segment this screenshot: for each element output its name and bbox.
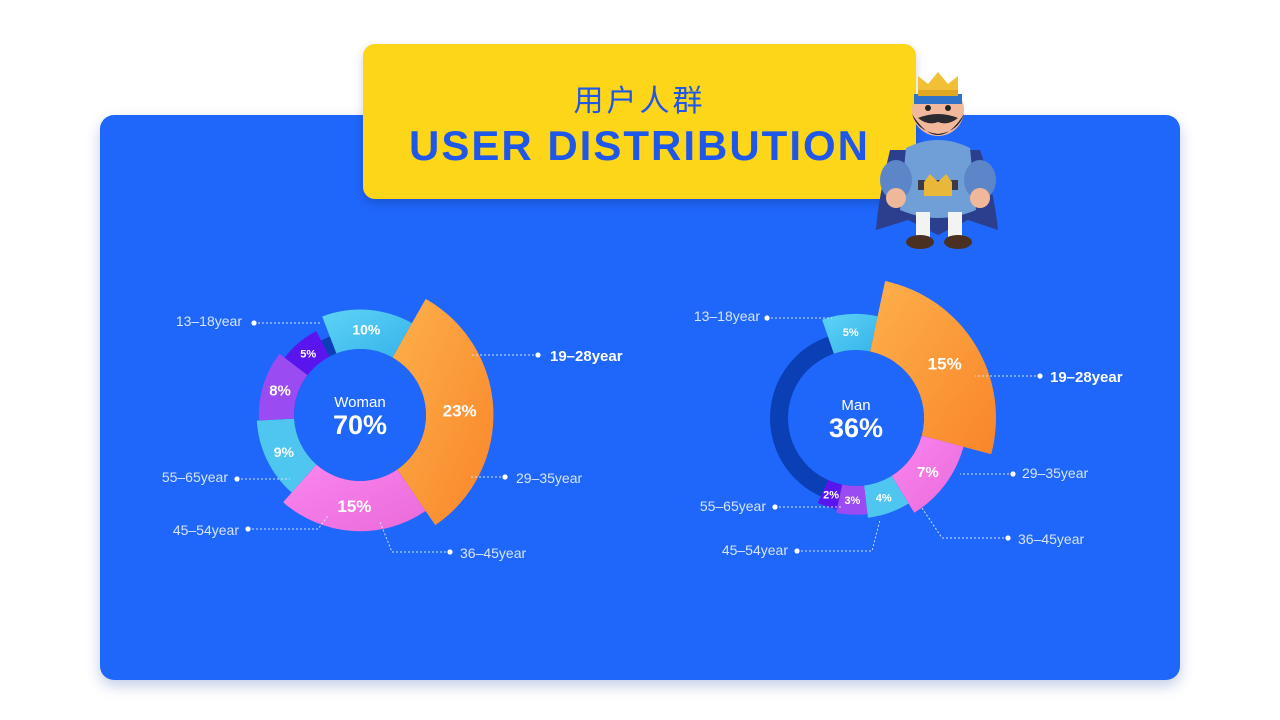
woman-category-label-55-65: 55–65year (162, 469, 229, 485)
man-center-label: Man (841, 397, 870, 414)
man-category-label-55-65: 55–65year (700, 498, 767, 514)
woman-category-label-45-54: 45–54year (173, 522, 240, 538)
man-category-label-13-18: 13–18year (694, 308, 761, 324)
man-callout-dot-13-18 (764, 315, 770, 321)
man-callout-dot-19-28 (1037, 373, 1043, 379)
woman-callout-line-45-54 (248, 515, 329, 530)
man-segment-55-65 (817, 480, 843, 510)
woman-category-label-19-28: 19–28year (550, 348, 623, 365)
man-value-label-19-28: 15% (928, 355, 962, 374)
woman-value-label-45-54: 8% (269, 383, 291, 400)
woman-segment-19-28 (392, 298, 494, 526)
woman-callout-dot-29-35 (502, 474, 508, 480)
woman-category-label-13-18: 13–18year (176, 313, 243, 329)
man-value-label-29-35: 7% (917, 464, 939, 481)
woman-segment-55-65 (284, 330, 330, 376)
man-segment-19-28 (870, 281, 996, 455)
man-value-label-36-45: 4% (876, 492, 892, 504)
man-callout-dot-55-65 (772, 504, 778, 510)
page-title: USER DISTRIBUTION (408, 122, 870, 169)
woman-value-label-55-65: 5% (300, 348, 316, 360)
title-chinese: 用户人群 (573, 84, 706, 119)
man-center-value: 36% (829, 413, 883, 443)
woman-value-label-29-35: 15% (337, 497, 371, 516)
woman-callout-dot-13-18 (251, 320, 257, 326)
man-value-label-55-65: 2% (823, 490, 839, 502)
woman-callout-dot-55-65 (234, 476, 240, 482)
woman-callout-dot-36-45 (447, 549, 453, 555)
man-segment-45-54 (836, 484, 868, 515)
woman-segment-13-18 (322, 309, 412, 358)
man-callout-line-36-45 (921, 507, 1008, 539)
man-callout-dot-36-45 (1005, 535, 1011, 541)
woman-value-label-36-45: 9% (274, 444, 295, 460)
man-segment-29-35 (891, 435, 964, 513)
woman-value-label-19-28: 23% (443, 402, 477, 421)
man-category-label-36-45: 36–45year (1018, 531, 1085, 547)
man-segment-36-45 (864, 475, 909, 518)
woman-segment-36-45 (256, 418, 317, 493)
man-value-label-45-54: 3% (844, 495, 860, 507)
man-category-label-45-54: 45–54year (722, 542, 789, 558)
woman-segment-29-35 (283, 464, 426, 532)
woman-segment-45-54 (258, 353, 308, 421)
woman-center-label: Woman (334, 394, 385, 411)
man-callout-dot-45-54 (794, 548, 800, 554)
man-callout-dot-29-35 (1010, 471, 1016, 477)
man-category-label-29-35: 29–35year (1022, 465, 1089, 481)
woman-value-label-13-18: 10% (352, 321, 381, 337)
woman-center-value: 70% (333, 410, 387, 440)
woman-callout-dot-19-28 (535, 352, 541, 358)
title-card: 用户人群 USER DISTRIBUTION (363, 44, 916, 199)
man-category-label-19-28: 19–28year (1050, 369, 1123, 386)
man-value-label-13-18: 5% (843, 327, 859, 339)
woman-category-label-36-45: 36–45year (460, 545, 527, 561)
woman-callout-line-36-45 (379, 521, 450, 553)
woman-callout-dot-45-54 (245, 526, 251, 532)
king-character-icon (876, 72, 998, 249)
woman-category-label-29-35: 29–35year (516, 470, 583, 486)
man-segment-13-18 (822, 314, 878, 354)
man-callout-line-45-54 (797, 519, 881, 552)
